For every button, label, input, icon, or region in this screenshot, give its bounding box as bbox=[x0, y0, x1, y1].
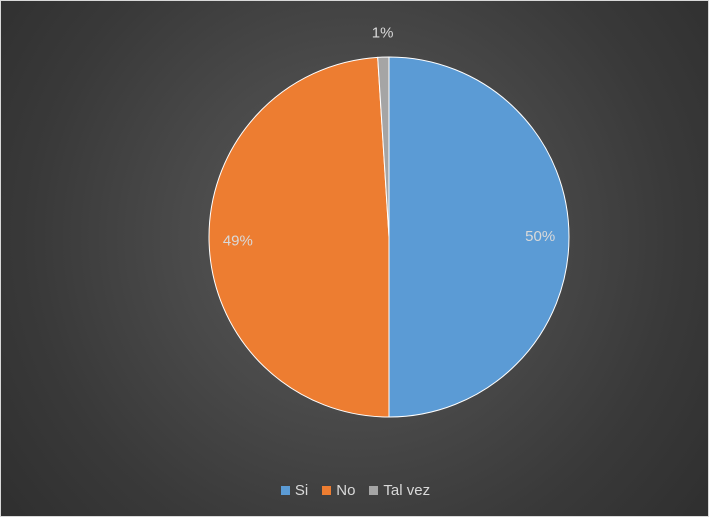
legend: Si No Tal vez bbox=[1, 478, 709, 502]
legend-swatch bbox=[322, 486, 331, 495]
data-label-tal-vez: 1% bbox=[372, 25, 394, 42]
data-label-si: 50% bbox=[525, 228, 555, 245]
legend-swatch bbox=[369, 486, 378, 495]
legend-label: Tal vez bbox=[383, 483, 430, 498]
legend-item-tal-vez: Tal vez bbox=[369, 483, 430, 498]
legend-swatch bbox=[281, 486, 290, 495]
legend-item-si: Si bbox=[281, 483, 308, 498]
data-label-no: 49% bbox=[223, 233, 253, 250]
legend-item-no: No bbox=[322, 483, 355, 498]
legend-label: No bbox=[336, 483, 355, 498]
legend-label: Si bbox=[295, 483, 308, 498]
